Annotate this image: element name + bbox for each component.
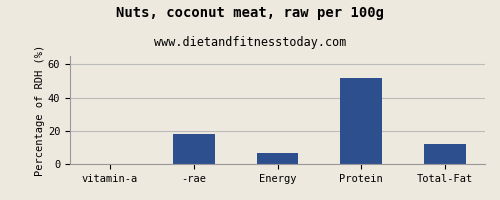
Text: Nuts, coconut meat, raw per 100g: Nuts, coconut meat, raw per 100g [116,6,384,20]
Bar [172,134,214,164]
Title: Nuts, coconut meat, raw per 100g
www.dietandfitnesstoday.com: Nuts, coconut meat, raw per 100g www.die… [0,199,1,200]
Y-axis label: Percentage of RDH (%): Percentage of RDH (%) [35,44,45,176]
Bar [256,153,298,164]
Bar [424,144,466,164]
Text: www.dietandfitnesstoday.com: www.dietandfitnesstoday.com [154,36,346,49]
Bar [340,78,382,164]
